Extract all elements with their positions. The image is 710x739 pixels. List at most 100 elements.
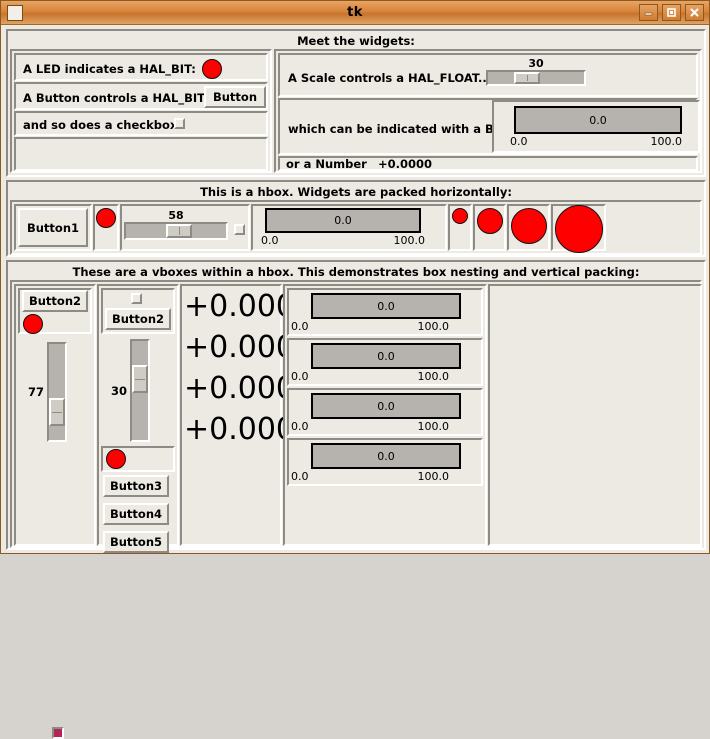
- hal-bit-checkbox[interactable]: [174, 118, 185, 129]
- hal-float-bar: 0.0 0.0 100.0: [510, 106, 682, 148]
- hbox-bar-max-label: 100.0: [393, 234, 426, 247]
- vbox-section-frame: These are a vboxes within a hbox. This d…: [6, 260, 706, 739]
- scale-thumb[interactable]: [514, 72, 540, 84]
- number-row-label: or a Number: [286, 157, 367, 171]
- col2-button5[interactable]: Button5: [103, 531, 169, 553]
- col4-bar-fill-1: 0.0: [311, 293, 461, 319]
- hbox-scale-cell: 58: [120, 204, 250, 251]
- hbox-scale-value: 58: [168, 209, 184, 222]
- vbox-col2: Button2 30 Button3 Button4 Button5: [97, 284, 179, 553]
- bar-max-label: 100.0: [650, 135, 683, 148]
- col4-bar-cell-2: 0.0 0.0 100.0: [287, 338, 483, 386]
- hbox-scale[interactable]: 58: [124, 210, 228, 240]
- hbox-led-cell-2: [473, 204, 506, 251]
- col2-vscale[interactable]: 30: [111, 339, 151, 442]
- hal-float-scale[interactable]: 30: [486, 58, 586, 86]
- col4-bar-min-1: 0.0: [291, 320, 309, 333]
- vbox-container: Button2 77 Button2: [10, 280, 702, 739]
- bar-scale-labels: 0.0 100.0: [510, 135, 682, 148]
- col4-bar-min-4: 0.0: [291, 470, 309, 483]
- led-row-label: A LED indicates a HAL_BIT:: [23, 62, 196, 76]
- client-area: Meet the widgets: A LED indicates a HAL_…: [1, 25, 709, 739]
- bar-row: which can be indicated with a Bar... 0.0…: [278, 98, 700, 155]
- col4-bar-max-1: 100.0: [417, 320, 450, 333]
- window-menu-icon[interactable]: [7, 4, 23, 21]
- hbox-led-cell-4: [551, 204, 606, 253]
- led-indicator: [202, 59, 222, 79]
- scale-value: 30: [528, 57, 544, 70]
- col4-bar-labels-3: 0.0 100.0: [291, 420, 449, 433]
- top-section-heading: Meet the widgets:: [297, 34, 415, 48]
- col4-bar-labels-4: 0.0 100.0: [291, 470, 449, 483]
- col4-bar-fill-2: 0.0: [311, 343, 461, 369]
- led-xlarge: [555, 205, 603, 253]
- col4-bar-1: 0.0 0.0 100.0: [291, 293, 461, 333]
- led-large: [511, 208, 547, 244]
- col4-bar-max-4: 100.0: [417, 470, 450, 483]
- col2-checkbox[interactable]: [131, 293, 142, 304]
- col2-vscale-thumb[interactable]: [132, 365, 149, 393]
- top-left-panel: A LED indicates a HAL_BIT: A Button cont…: [10, 49, 272, 173]
- hbox-scale-thumb[interactable]: [166, 224, 192, 238]
- minimize-icon[interactable]: [639, 4, 658, 21]
- scale-row: A Scale controls a HAL_FLOAT... 30: [278, 53, 698, 97]
- hbox-section-frame: This is a hbox. Widgets are packed horiz…: [6, 180, 706, 257]
- vbox-heading: These are a vboxes within a hbox. This d…: [72, 265, 640, 279]
- col2-button4[interactable]: Button4: [103, 503, 169, 525]
- title-bar: tk: [1, 1, 709, 25]
- number-row: or a Number +0.0000: [278, 156, 698, 171]
- hbox-heading: This is a hbox. Widgets are packed horiz…: [200, 185, 512, 199]
- col2-button3[interactable]: Button3: [103, 475, 169, 497]
- col2-button2[interactable]: Button2: [105, 308, 171, 330]
- col1-vscale[interactable]: 77: [28, 342, 68, 442]
- left-panel-filler: [14, 137, 268, 171]
- led-row: A LED indicates a HAL_BIT:: [14, 53, 268, 81]
- col1-button2[interactable]: Button2: [22, 290, 88, 312]
- col3-number-2: +0.000: [184, 330, 296, 365]
- vbox-col1: Button2 77: [14, 284, 96, 739]
- hal-bit-button[interactable]: Button: [204, 86, 266, 108]
- col1-vscale-thumb[interactable]: [49, 398, 66, 426]
- hbox-bar-scale-labels: 0.0 100.0: [261, 234, 425, 247]
- vbox-col5-empty: [488, 284, 702, 546]
- led-indicator: [23, 314, 43, 334]
- close-icon[interactable]: [685, 4, 704, 21]
- hbox-scale-trough[interactable]: [124, 222, 228, 240]
- vbox-col3: +0.000 +0.000 +0.000 +0.000: [180, 284, 295, 546]
- col4-bar-fill-3: 0.0: [311, 393, 461, 419]
- button1[interactable]: Button1: [18, 208, 88, 247]
- hbox-bar-cell: 0.0 0.0 100.0: [251, 204, 447, 251]
- col3-number-1: +0.000: [184, 289, 296, 324]
- top-right-panel: A Scale controls a HAL_FLOAT... 30 which…: [274, 49, 702, 173]
- window-controls: [639, 4, 704, 21]
- top-section-frame: Meet the widgets: A LED indicates a HAL_…: [6, 29, 706, 177]
- button-row-label: A Button controls a HAL_BIT...: [23, 91, 217, 105]
- hbox-led-cell-3: [507, 204, 550, 251]
- bar-min-label: 0.0: [510, 135, 528, 148]
- bar-row-label: which can be indicated with a Bar...: [288, 122, 519, 136]
- window-title: tk: [347, 5, 363, 20]
- checkbox-row: and so does a checkbox: [14, 111, 268, 136]
- number-row-value: +0.0000: [378, 157, 433, 171]
- color-swatch: [52, 727, 64, 739]
- bar-container: 0.0 0.0 100.0: [492, 100, 700, 153]
- col1-vscale-trough[interactable]: [47, 342, 68, 442]
- maximize-icon[interactable]: [662, 4, 681, 21]
- vbox-col2-top: Button2: [101, 288, 175, 334]
- scale-row-label: A Scale controls a HAL_FLOAT...: [288, 71, 492, 85]
- col4-bar-4: 0.0 0.0 100.0: [291, 443, 461, 483]
- col2-led-cell: [101, 446, 175, 472]
- vbox-col1-top: Button2: [18, 288, 92, 334]
- bar-fill: 0.0: [514, 106, 682, 134]
- hbox-bar-fill: 0.0: [265, 208, 421, 233]
- col4-bar-cell-1: 0.0 0.0 100.0: [287, 288, 483, 336]
- col4-bar-min-3: 0.0: [291, 420, 309, 433]
- scale-trough[interactable]: [486, 70, 586, 86]
- col2-vscale-value: 30: [111, 383, 128, 398]
- hbox-checkbox[interactable]: [234, 224, 245, 235]
- col4-bar-labels-1: 0.0 100.0: [291, 320, 449, 333]
- col4-bar-max-3: 100.0: [417, 420, 450, 433]
- col2-vscale-trough[interactable]: [130, 339, 151, 442]
- col4-bar-max-2: 100.0: [417, 370, 450, 383]
